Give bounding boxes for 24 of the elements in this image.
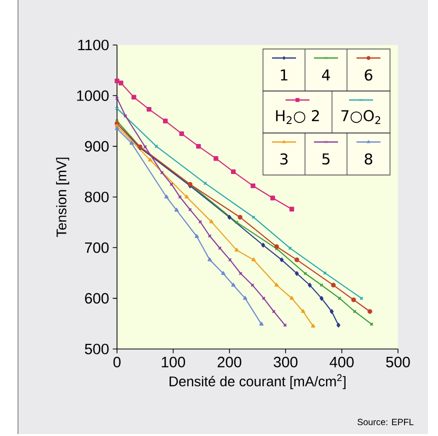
- x-tick-label: 200: [218, 356, 242, 368]
- y-tick-label: 900: [85, 141, 109, 152]
- legend-label: 3: [280, 153, 288, 165]
- y-tick-label: 500: [84, 344, 109, 354]
- legend-label: 6: [364, 69, 372, 81]
- x-tick-label: 300: [274, 356, 298, 368]
- legend-label: 5: [322, 153, 330, 165]
- y-tick-label: 1100: [78, 40, 109, 50]
- source-note: Source: EPFL: [358, 418, 414, 426]
- y-axis-title: Tension [mV]: [56, 158, 70, 237]
- legend-label: 4: [322, 70, 330, 80]
- x-tick-label: 500: [386, 356, 410, 368]
- x-tick-label: 100: [162, 356, 186, 368]
- x-axis-title: Densité de courant [mA/cm$^{2}$]: [170, 374, 346, 390]
- y-tick-label: 600: [85, 293, 109, 304]
- legend-label: 7○O$_{2}$: [341, 110, 380, 124]
- x-tick-label: 400: [330, 356, 354, 368]
- x-tick-label: 0: [113, 356, 121, 368]
- y-tick-label: 700: [85, 242, 109, 253]
- legend-label: H$_{2}$○ 2: [276, 110, 319, 124]
- y-tick-label: 1000: [77, 90, 109, 101]
- y-tick-label: 800: [84, 192, 109, 202]
- legend-label: 8: [364, 153, 372, 165]
- legend-label: 1: [280, 70, 288, 80]
